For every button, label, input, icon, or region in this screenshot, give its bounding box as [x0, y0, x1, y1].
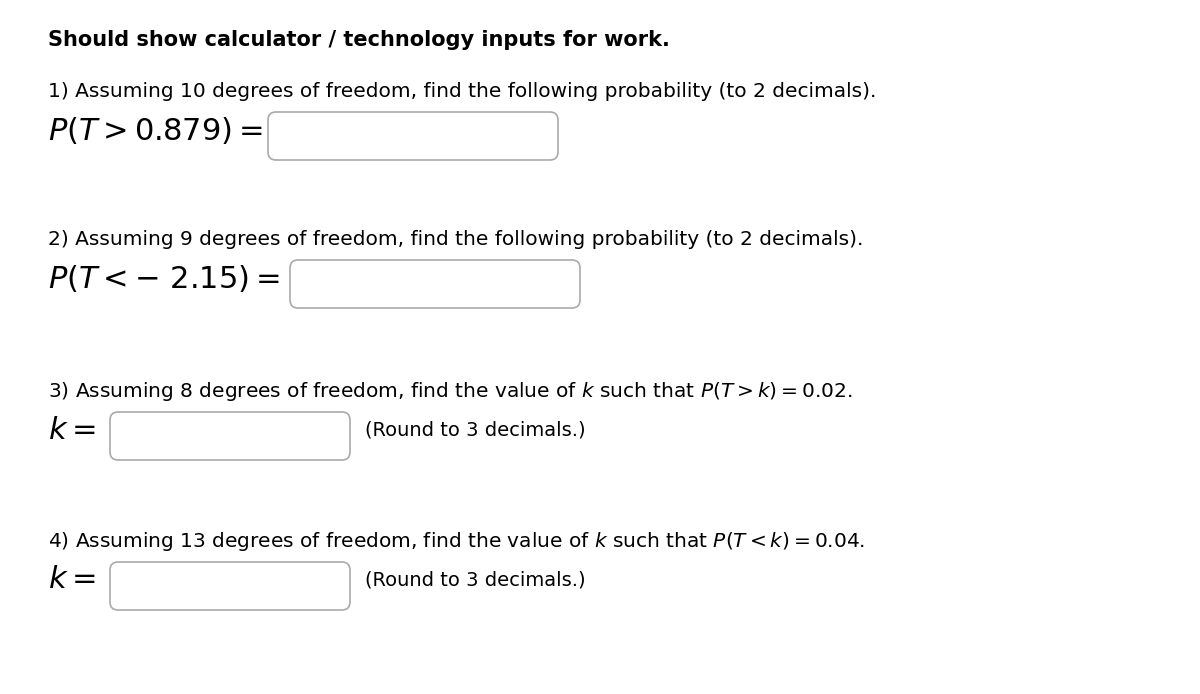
FancyBboxPatch shape	[110, 562, 350, 610]
Text: $P(T > 0.879) =$: $P(T > 0.879) =$	[48, 115, 263, 146]
FancyBboxPatch shape	[290, 260, 580, 308]
Text: $P(T < -\ 2.15) =$: $P(T < -\ 2.15) =$	[48, 262, 280, 294]
Text: (Round to 3 decimals.): (Round to 3 decimals.)	[365, 570, 586, 589]
Text: Should show calculator / technology inputs for work.: Should show calculator / technology inpu…	[48, 30, 670, 50]
Text: $k =$: $k =$	[48, 566, 96, 595]
Text: 3) Assuming 8 degrees of freedom, find the value of $k$ such that $P(T > k) = 0.: 3) Assuming 8 degrees of freedom, find t…	[48, 380, 852, 403]
Text: $k =$: $k =$	[48, 416, 96, 444]
Text: (Round to 3 decimals.): (Round to 3 decimals.)	[365, 421, 586, 439]
FancyBboxPatch shape	[268, 112, 558, 160]
FancyBboxPatch shape	[110, 412, 350, 460]
Text: 1) Assuming 10 degrees of freedom, find the following probability (to 2 decimals: 1) Assuming 10 degrees of freedom, find …	[48, 82, 876, 101]
Text: 4) Assuming 13 degrees of freedom, find the value of $k$ such that $P(T < k) = 0: 4) Assuming 13 degrees of freedom, find …	[48, 530, 865, 553]
Text: 2) Assuming 9 degrees of freedom, find the following probability (to 2 decimals): 2) Assuming 9 degrees of freedom, find t…	[48, 230, 863, 249]
